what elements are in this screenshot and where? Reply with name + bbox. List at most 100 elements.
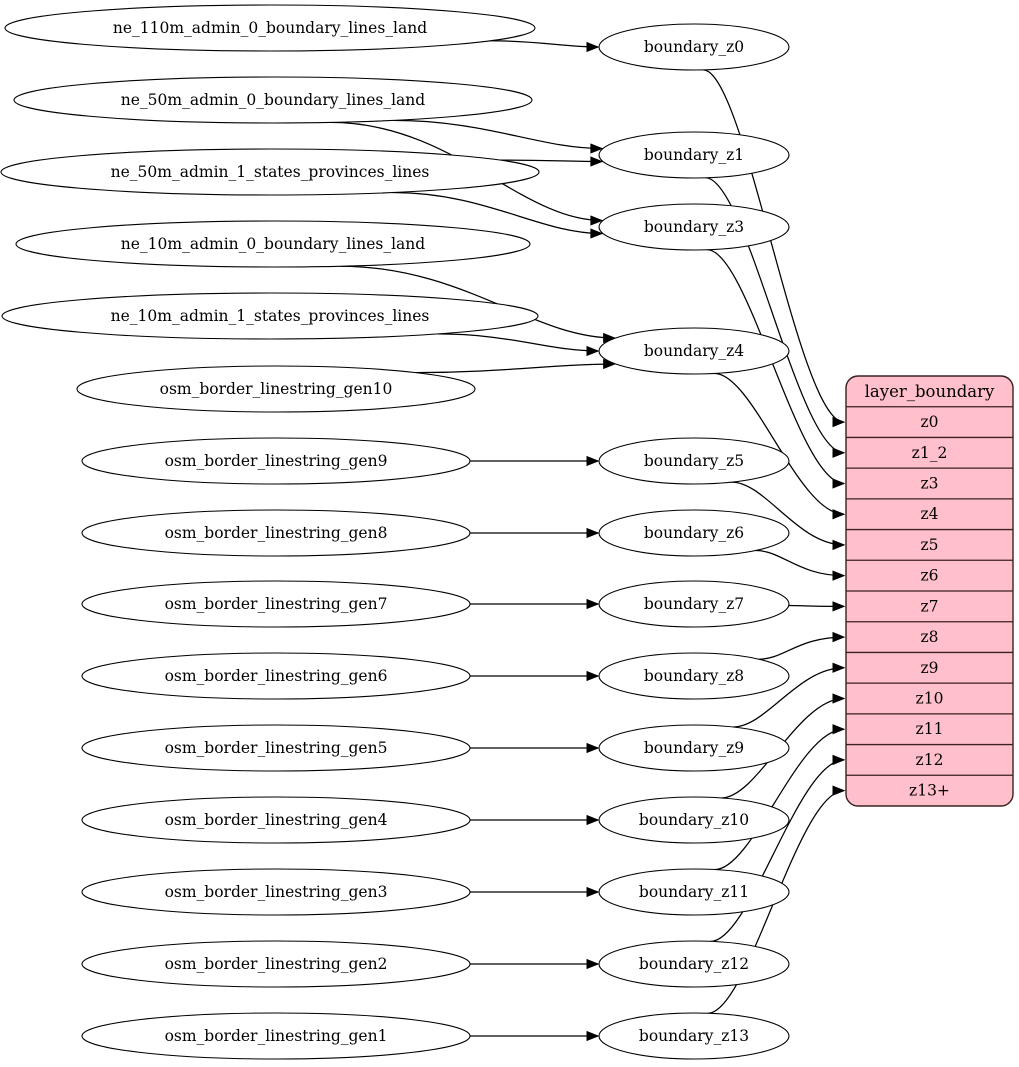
boundary-node-boundary_z4[interactable]: boundary_z4	[598, 327, 790, 375]
node-label: boundary_z10	[639, 811, 749, 829]
source-node-osm_border_linestring_gen10[interactable]: osm_border_linestring_gen10	[76, 365, 476, 413]
node-label: osm_border_linestring_gen6	[165, 667, 388, 685]
node-ellipse	[598, 868, 790, 916]
edge-arrowhead	[832, 693, 846, 704]
edge-arrowhead	[832, 631, 846, 643]
edge-ne_50m_admin_0_boundary_lines_land-to-boundary_z1	[393, 119, 604, 154]
edge-boundary_z9-to-row-z9	[733, 662, 846, 728]
table-row-z11[interactable]: z11	[846, 714, 1013, 745]
source-node-osm_border_linestring_gen1[interactable]: osm_border_linestring_gen1	[81, 1012, 471, 1060]
edge-line	[437, 333, 599, 352]
source-node-osm_border_linestring_gen7[interactable]: osm_border_linestring_gen7	[81, 580, 471, 628]
edge-arrowhead	[586, 958, 600, 970]
table-title: layer_boundary	[865, 382, 995, 401]
table-row-z3[interactable]: z3	[846, 468, 1013, 499]
node-ellipse	[4, 4, 536, 52]
boundary-node-boundary_z0[interactable]: boundary_z0	[598, 23, 790, 71]
table-row-z0[interactable]: z0	[846, 407, 1013, 438]
edge-arrowhead	[832, 662, 846, 673]
node-label: osm_border_linestring_gen9	[165, 452, 388, 470]
node-label: osm_border_linestring_gen2	[165, 955, 388, 973]
table-row-z1_2[interactable]: z1_2	[846, 437, 1013, 468]
boundary-node-boundary_z3[interactable]: boundary_z3	[598, 203, 790, 251]
boundary-node-boundary_z9[interactable]: boundary_z9	[598, 724, 790, 772]
node-label: osm_border_linestring_gen8	[165, 524, 388, 542]
edge-line	[393, 119, 602, 150]
table-cell-label: z9	[920, 659, 938, 677]
source-node-osm_border_linestring_gen6[interactable]: osm_border_linestring_gen6	[81, 652, 471, 700]
source-node-osm_border_linestring_gen3[interactable]: osm_border_linestring_gen3	[81, 868, 471, 916]
edge-ne_10m_admin_1_states_provinces_lines-to-boundary_z4	[437, 333, 600, 357]
boundary-node-boundary_z5[interactable]: boundary_z5	[598, 437, 790, 485]
boundary-node-boundary_z8[interactable]: boundary_z8	[598, 652, 790, 700]
node-label: ne_110m_admin_0_boundary_lines_land	[113, 19, 427, 37]
edge-arrowhead	[586, 41, 600, 53]
table-row-z10[interactable]: z10	[846, 683, 1013, 714]
boundary-node-boundary_z13[interactable]: boundary_z13	[598, 1012, 790, 1060]
table-row-z5[interactable]: z5	[846, 530, 1013, 561]
node-label: boundary_z9	[644, 739, 744, 757]
edge-arrowhead	[832, 539, 846, 551]
edge-arrowhead	[586, 1030, 600, 1042]
edge-osm_border_linestring_gen7-to-boundary_z7	[470, 598, 600, 610]
edge-boundary_z6-to-row-z6	[755, 549, 846, 581]
node-label: boundary_z0	[644, 38, 744, 56]
edge-arrowhead	[832, 478, 846, 489]
source-node-osm_border_linestring_gen2[interactable]: osm_border_linestring_gen2	[81, 940, 471, 988]
node-ellipse	[598, 724, 790, 772]
source-node-ne_50m_admin_1_states_provinces_lines[interactable]: ne_50m_admin_1_states_provinces_lines	[0, 148, 540, 196]
table-cell-label: z13+	[909, 782, 950, 800]
edge-boundary_z7-to-row-z7	[788, 601, 846, 612]
node-ellipse	[81, 868, 471, 916]
edge-arrowhead	[832, 601, 846, 612]
source-node-ne_10m_admin_1_states_provinces_lines[interactable]: ne_10m_admin_1_states_provinces_lines	[1, 292, 539, 340]
node-label: boundary_z11	[639, 883, 749, 901]
edge-arrowhead	[586, 455, 600, 467]
boundary-node-boundary_z10[interactable]: boundary_z10	[598, 796, 790, 844]
edge-arrowhead	[590, 143, 604, 154]
node-ellipse	[598, 327, 790, 375]
node-label: osm_border_linestring_gen10	[160, 380, 393, 398]
source-node-osm_border_linestring_gen9[interactable]: osm_border_linestring_gen9	[81, 437, 471, 485]
source-node-ne_50m_admin_0_boundary_lines_land[interactable]: ne_50m_admin_0_boundary_lines_land	[13, 76, 533, 124]
table-row-z7[interactable]: z7	[846, 591, 1013, 622]
source-node-osm_border_linestring_gen4[interactable]: osm_border_linestring_gen4	[81, 796, 471, 844]
boundary-node-boundary_z7[interactable]: boundary_z7	[598, 580, 790, 628]
edge-line	[710, 759, 845, 943]
edge-osm_border_linestring_gen9-to-boundary_z5	[470, 455, 600, 467]
edge-arrowhead	[832, 509, 846, 520]
table-row-z9[interactable]: z9	[846, 652, 1013, 683]
node-ellipse	[598, 203, 790, 251]
table-row-z12[interactable]: z12	[846, 745, 1013, 776]
source-node-osm_border_linestring_gen5[interactable]: osm_border_linestring_gen5	[81, 724, 471, 772]
node-ellipse	[598, 580, 790, 628]
source-node-ne_110m_admin_0_boundary_lines_land[interactable]: ne_110m_admin_0_boundary_lines_land	[4, 4, 536, 52]
layer-boundary-table: layer_boundary z0 z1_2 z3 z4 z5 z6 z7 z8 z9 z10 z11…	[845, 375, 1014, 807]
edge-boundary_z8-to-row-z8	[758, 631, 846, 660]
boundary-node-boundary_z1[interactable]: boundary_z1	[598, 131, 790, 179]
table-cell-label: z10	[916, 690, 944, 708]
table-row-z4[interactable]: z4	[846, 499, 1013, 530]
node-ellipse	[598, 437, 790, 485]
edge-line	[499, 159, 602, 163]
boundary-node-boundary_z11[interactable]: boundary_z11	[598, 868, 790, 916]
node-ellipse	[598, 940, 790, 988]
boundary-node-boundary_z6[interactable]: boundary_z6	[598, 509, 790, 557]
table-cell-label: z0	[920, 413, 938, 431]
node-ellipse	[598, 1012, 790, 1060]
table-row-z13+[interactable]: z13+	[846, 775, 1013, 806]
node-ellipse	[81, 796, 471, 844]
edge-ne_110m_admin_0_boundary_lines_land-to-boundary_z0	[490, 40, 600, 53]
edge-arrowhead	[832, 570, 846, 581]
table-row-z8[interactable]: z8	[846, 622, 1013, 653]
source-nodes-layer: ne_110m_admin_0_boundary_lines_land ne_50…	[0, 4, 540, 1060]
source-node-osm_border_linestring_gen8[interactable]: osm_border_linestring_gen8	[81, 509, 471, 557]
edge-line	[758, 636, 845, 660]
node-label: osm_border_linestring_gen4	[165, 811, 388, 829]
edge-arrowhead	[586, 345, 600, 357]
source-node-ne_10m_admin_0_boundary_lines_land[interactable]: ne_10m_admin_0_boundary_lines_land	[15, 220, 531, 268]
table-row-z6[interactable]: z6	[846, 560, 1013, 591]
boundary-node-boundary_z12[interactable]: boundary_z12	[598, 940, 790, 988]
edge-arrowhead	[590, 156, 604, 167]
